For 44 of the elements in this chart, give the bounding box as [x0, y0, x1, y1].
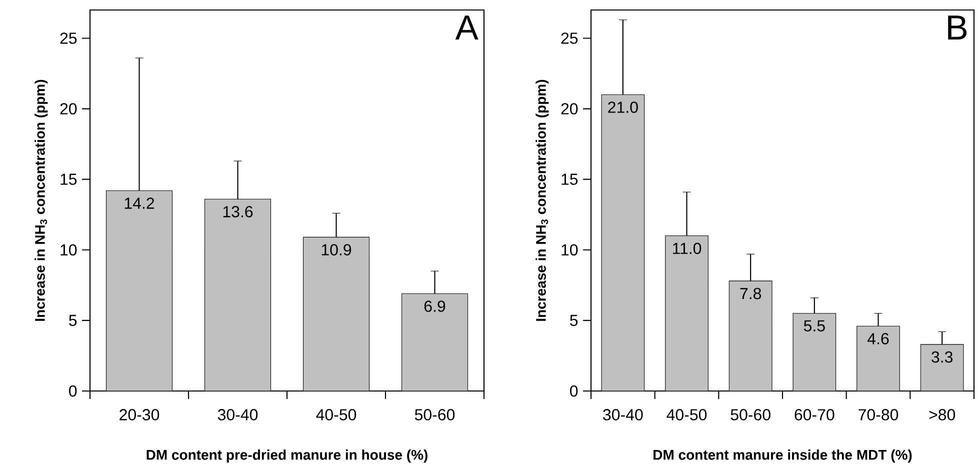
y-tick-label: 15: [562, 174, 578, 185]
chart-title: B: [948, 16, 967, 40]
x-tick-label: 40-50: [316, 409, 356, 420]
y-tick-label: 25: [60, 32, 77, 44]
data-label: 6.9: [424, 300, 446, 312]
x-tick-label: 30-40: [603, 409, 643, 420]
data-label: 10.9: [322, 244, 352, 256]
data-label: 14.2: [124, 198, 154, 209]
bar: [665, 236, 708, 392]
x-tick-label: 60-70: [794, 409, 834, 420]
data-label: 4.6: [868, 333, 889, 344]
y-tick-label: 0: [69, 385, 77, 397]
y-tick-label: 20: [561, 103, 578, 114]
chart-title: A: [455, 16, 478, 40]
x-axis-title: DM content pre-dried manure in house (%): [146, 450, 428, 463]
y-tick-label: 5: [570, 314, 578, 326]
bar: [856, 326, 900, 392]
data-label: 13.6: [223, 206, 253, 218]
x-tick-label: 50-60: [414, 409, 455, 420]
data-label: 21.0: [608, 102, 638, 113]
x-tick-label: 50-60: [730, 409, 770, 420]
y-tick-label: 10: [60, 244, 77, 256]
bar: [920, 344, 964, 392]
y-tick-label: 5: [69, 314, 77, 326]
bar: [602, 94, 644, 392]
y-axis-title: Increase in NH$_{3}$ concentration (ppm): [34, 80, 48, 321]
x-tick-label: >80: [929, 409, 956, 420]
y-axis-title: Increase in NH$_{3}$ concentration (ppm): [536, 80, 549, 321]
bar: [729, 280, 772, 392]
y-tick-label: 0: [570, 385, 578, 397]
data-label: 11.0: [672, 242, 702, 254]
data-label: 7.8: [740, 288, 762, 300]
bar: [793, 313, 836, 392]
y-tick-label: 20: [60, 103, 77, 114]
data-label: 3.3: [932, 351, 953, 363]
y-tick-label: 25: [561, 32, 578, 44]
data-label: 5.5: [804, 320, 825, 332]
y-tick-label: 15: [60, 174, 77, 185]
x-tick-label: 70-80: [858, 409, 898, 420]
x-tick-label: 30-40: [218, 409, 258, 420]
x-tick-label: 20-30: [120, 409, 160, 420]
x-axis-title: DM content manure inside the MDT (%): [654, 450, 912, 463]
y-tick-label: 10: [562, 244, 578, 256]
x-tick-label: 40-50: [666, 409, 707, 420]
